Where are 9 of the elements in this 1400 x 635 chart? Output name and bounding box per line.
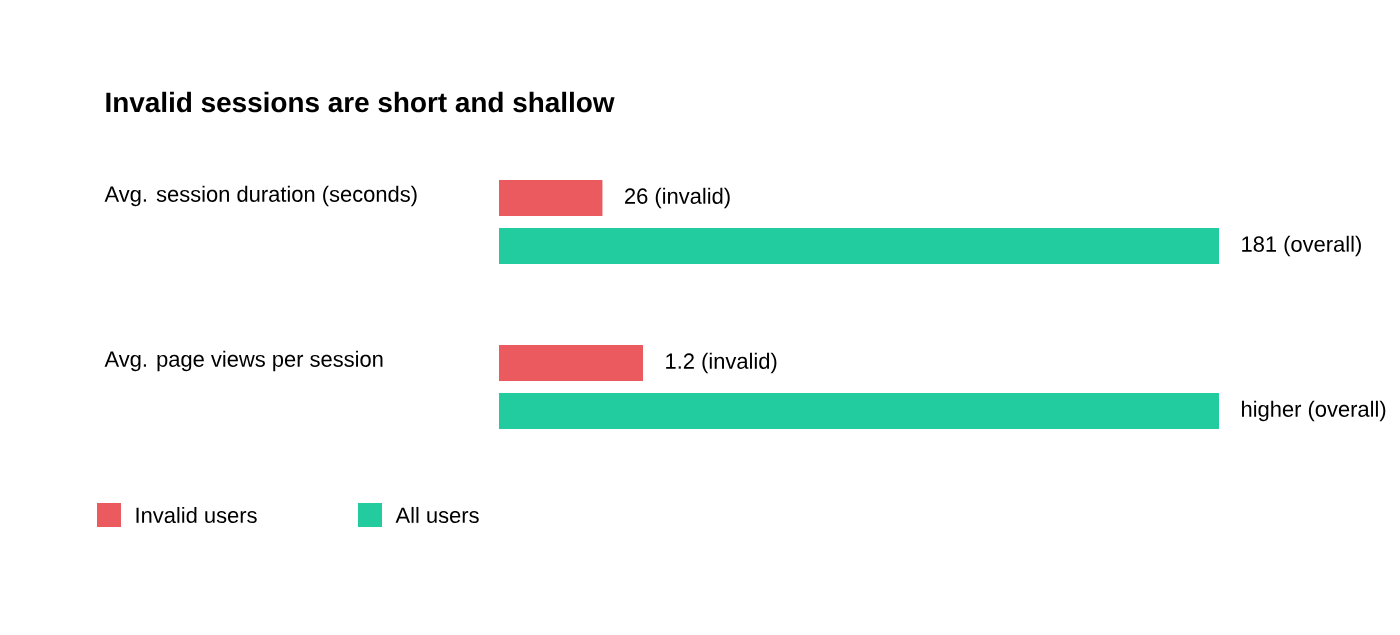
data-label: 1.2 (invalid) bbox=[666, 352, 777, 374]
chart-title: Invalid sessions are short and shallow bbox=[106, 91, 615, 113]
legend-label: Invalid users bbox=[136, 506, 257, 524]
y-tick-label: Avg. session duration (seconds) bbox=[104, 185, 417, 207]
legend-label: All users bbox=[395, 506, 479, 524]
data-label: higher (overall) bbox=[1242, 400, 1386, 422]
y-tick-label: Avg. page views per session bbox=[104, 350, 383, 372]
data-label: 26 (invalid) bbox=[625, 187, 730, 209]
data-label: 181 (overall) bbox=[1242, 235, 1361, 257]
